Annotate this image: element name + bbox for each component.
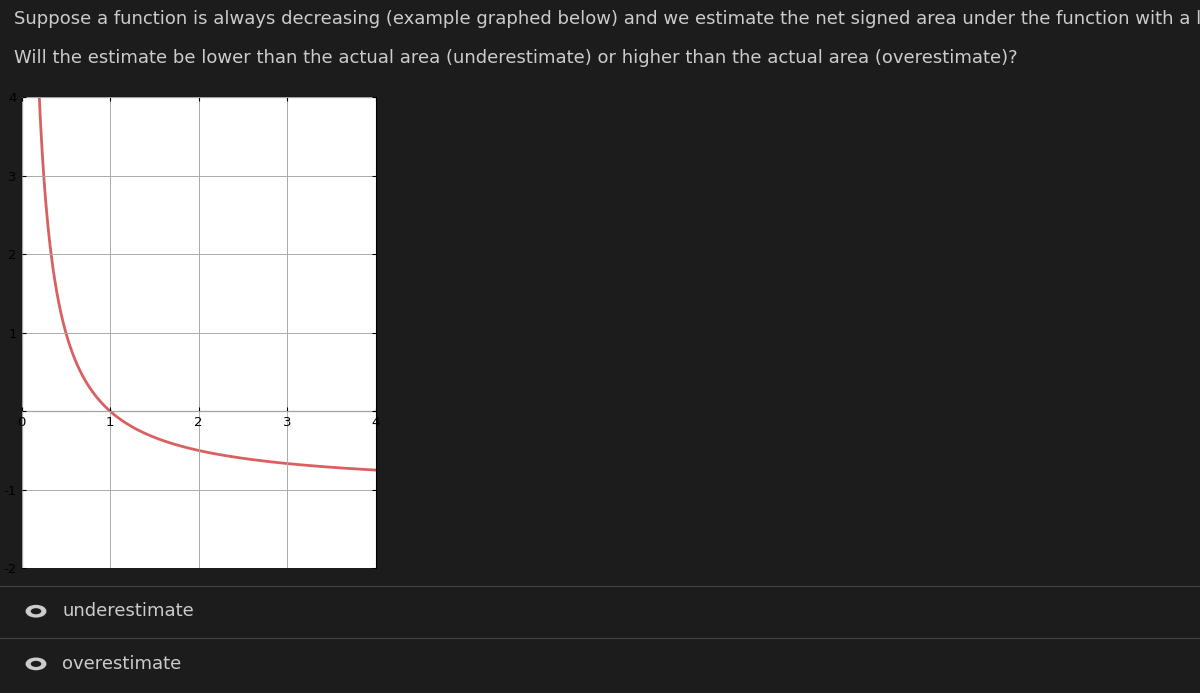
Text: underestimate: underestimate [62,602,194,620]
Text: Will the estimate be lower than the actual area (underestimate) or higher than t: Will the estimate be lower than the actu… [14,49,1018,67]
Text: overestimate: overestimate [62,655,181,673]
Text: Suppose a function is always decreasing (example graphed below) and we estimate : Suppose a function is always decreasing … [14,10,1200,28]
